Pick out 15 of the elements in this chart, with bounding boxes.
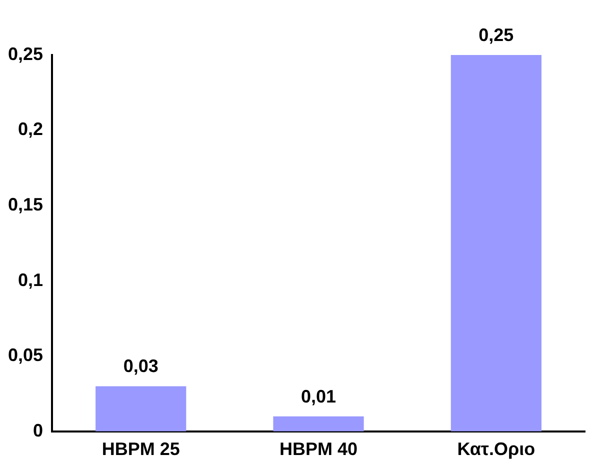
bar [96, 386, 186, 432]
data-label: 0,03 [123, 356, 158, 376]
y-tick-label: 0,1 [18, 270, 44, 290]
y-tick-label: 0,2 [18, 119, 44, 140]
x-tick-label: HBPM 40 [280, 439, 358, 460]
x-tick-label: Κατ.Οριο [457, 439, 536, 460]
bar [450, 55, 542, 432]
y-tick-label: 0,15 [8, 194, 44, 215]
bar [273, 416, 364, 432]
y-tick-label: 0 [33, 420, 44, 440]
y-tick-label: 0,25 [8, 44, 44, 64]
data-label: 0,01 [300, 386, 336, 406]
x-tick-label: HBPM 25 [102, 439, 180, 460]
y-tick-label: 0,05 [8, 345, 44, 366]
data-label: 0,25 [478, 24, 514, 45]
